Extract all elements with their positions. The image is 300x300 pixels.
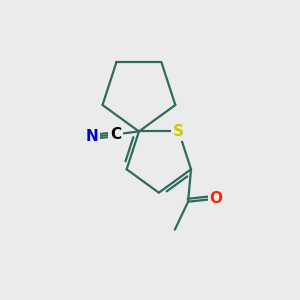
Text: S: S — [173, 124, 184, 139]
Text: O: O — [210, 191, 223, 206]
Text: N: N — [85, 129, 98, 144]
Text: C: C — [110, 127, 121, 142]
